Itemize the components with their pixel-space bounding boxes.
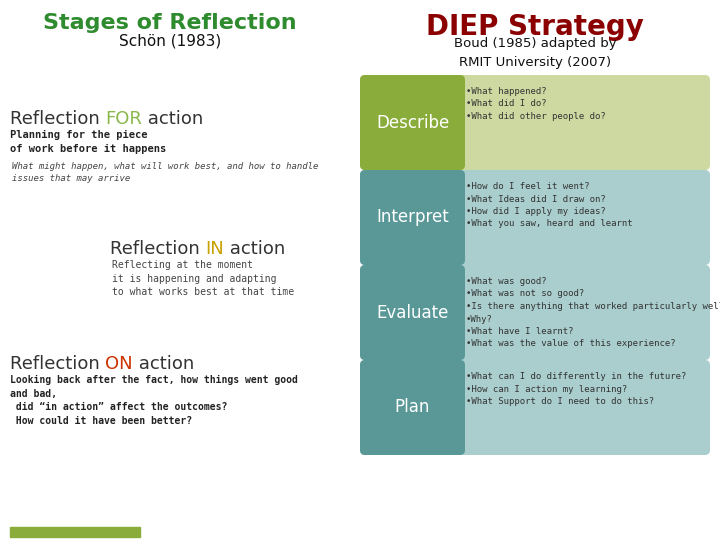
FancyBboxPatch shape	[360, 265, 465, 360]
Text: Reflection: Reflection	[110, 240, 205, 258]
Text: Reflection: Reflection	[10, 110, 106, 128]
Text: Reflection: Reflection	[10, 355, 106, 373]
Text: FOR: FOR	[106, 110, 143, 128]
Text: •How do I feel it went?
•What Ideas did I draw on?
•How did I apply my ideas?
•W: •How do I feel it went? •What Ideas did …	[466, 182, 633, 228]
FancyBboxPatch shape	[360, 360, 710, 455]
FancyBboxPatch shape	[360, 75, 465, 170]
Text: Boud (1985) adapted by
RMIT University (2007): Boud (1985) adapted by RMIT University (…	[454, 37, 616, 69]
FancyBboxPatch shape	[360, 75, 710, 170]
Text: Looking back after the fact, how things went good
and bad,
 did “in action” affe: Looking back after the fact, how things …	[10, 375, 298, 426]
Bar	[10, 527, 140, 537]
Text: Reflecting at the moment
it is happening and adapting
to what works best at that: Reflecting at the moment it is happening…	[112, 260, 294, 297]
Text: •What happened?
•What did I do?
•What did other people do?: •What happened? •What did I do? •What di…	[466, 87, 606, 121]
Text: Plan: Plan	[395, 399, 430, 416]
Text: action: action	[143, 110, 204, 128]
Text: DIEP Strategy: DIEP Strategy	[426, 13, 644, 41]
Text: Planning for the piece
of work before it happens: Planning for the piece of work before it…	[10, 130, 166, 154]
Text: •What can I do differently in the future?
•How can I action my learning?
•What S: •What can I do differently in the future…	[466, 372, 686, 406]
FancyBboxPatch shape	[360, 170, 465, 265]
Text: Stages of Reflection: Stages of Reflection	[43, 13, 297, 33]
Text: ON: ON	[106, 355, 133, 373]
Text: What might happen, what will work best, and how to handle
issues that may arrive: What might happen, what will work best, …	[12, 162, 318, 183]
Text: Evaluate: Evaluate	[377, 303, 449, 321]
Text: Interpret: Interpret	[376, 208, 449, 226]
FancyBboxPatch shape	[360, 170, 710, 265]
Text: Schön (1983): Schön (1983)	[119, 34, 221, 49]
FancyBboxPatch shape	[360, 360, 465, 455]
Text: action: action	[224, 240, 286, 258]
Text: action: action	[133, 355, 194, 373]
Text: Describe: Describe	[376, 113, 449, 132]
FancyBboxPatch shape	[360, 265, 710, 360]
Text: IN: IN	[205, 240, 224, 258]
Text: •What was good?
•What was not so good?
•Is there anything that worked particular: •What was good? •What was not so good? •…	[466, 277, 720, 348]
